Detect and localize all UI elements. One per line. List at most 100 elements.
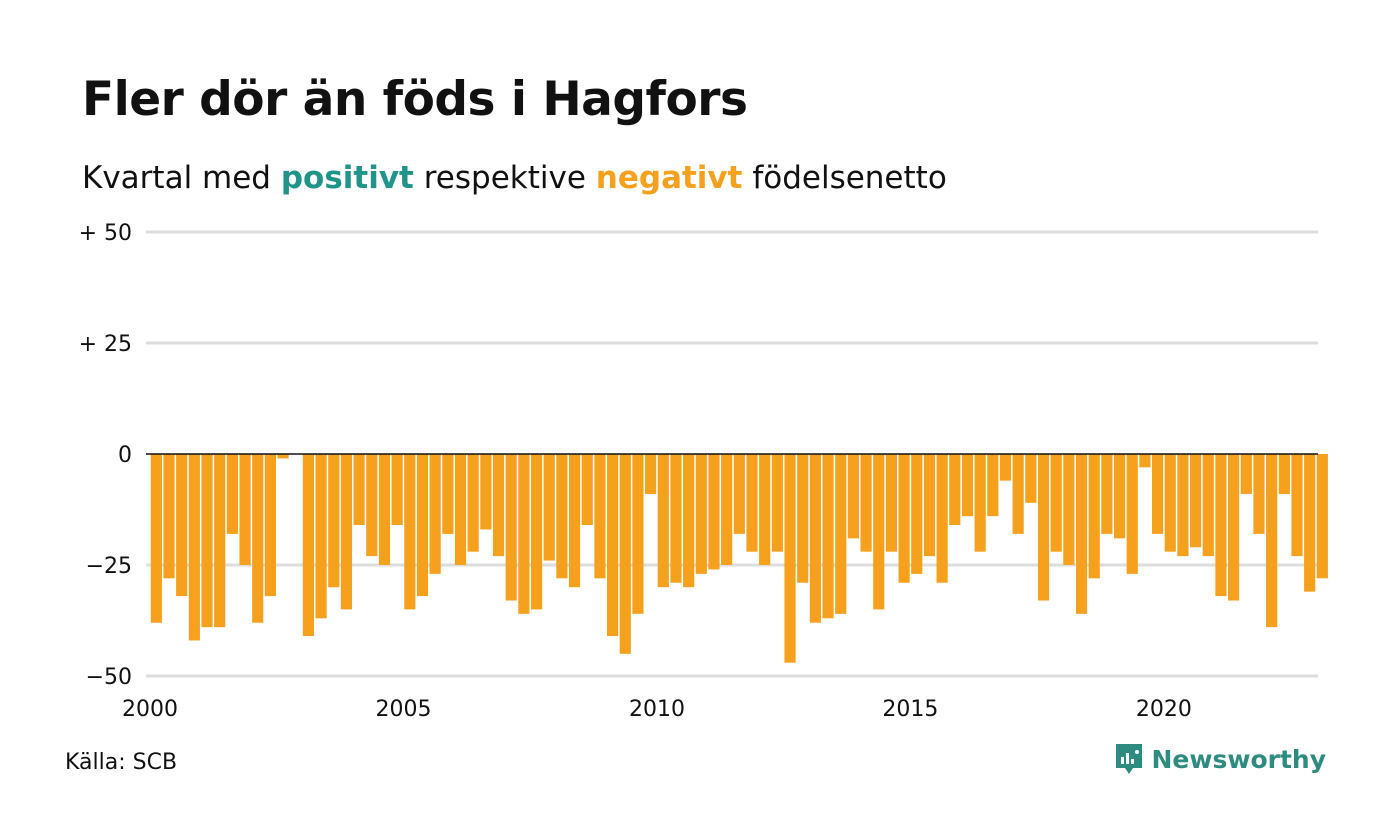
data-bar bbox=[404, 454, 416, 610]
data-bar bbox=[252, 454, 264, 623]
data-bar bbox=[923, 454, 936, 557]
data-bar bbox=[467, 454, 479, 552]
data-bar bbox=[733, 454, 745, 534]
data-bar bbox=[645, 454, 657, 494]
data-bar bbox=[1025, 454, 1037, 503]
data-bar bbox=[999, 454, 1012, 481]
newsworthy-logo-icon bbox=[1115, 744, 1142, 774]
x-tick-label: 2020 bbox=[1136, 697, 1192, 722]
data-bar bbox=[1177, 454, 1189, 557]
data-bar bbox=[619, 454, 631, 654]
bar-chart: + 50 + 25 0 −25 −50 2000 2005 2010 2015 2020 bbox=[79, 221, 1328, 722]
axes: + 50 + 25 0 −25 −50 2000 2005 2010 2015 2020 bbox=[79, 221, 1318, 722]
data-bar bbox=[771, 454, 783, 552]
data-bar bbox=[759, 454, 771, 565]
data-bar bbox=[543, 454, 555, 561]
data-bar bbox=[201, 454, 213, 628]
data-bar bbox=[809, 454, 821, 623]
data-bar bbox=[860, 454, 872, 552]
data-bar bbox=[416, 454, 429, 597]
data-bar bbox=[632, 454, 644, 614]
data-bar bbox=[340, 454, 353, 610]
data-bar bbox=[480, 454, 492, 530]
data-bar bbox=[264, 454, 276, 597]
data-bar bbox=[581, 454, 593, 526]
data-bar bbox=[1164, 454, 1176, 552]
data-bar bbox=[1304, 454, 1316, 592]
data-bar bbox=[568, 454, 581, 588]
data-bar bbox=[898, 454, 910, 583]
data-bar bbox=[353, 454, 365, 526]
data-bar bbox=[670, 454, 682, 583]
data-bar bbox=[1240, 454, 1252, 494]
data-bar bbox=[315, 454, 327, 619]
data-bar bbox=[226, 454, 238, 534]
data-bar bbox=[657, 454, 669, 588]
data-bar bbox=[214, 454, 226, 628]
data-bar bbox=[1291, 454, 1303, 557]
data-bar bbox=[847, 454, 859, 539]
data-bar bbox=[378, 454, 391, 565]
data-bar bbox=[518, 454, 530, 614]
data-bar bbox=[1266, 454, 1278, 628]
subtitle-negative-label: negativt bbox=[595, 160, 743, 196]
data-bar bbox=[1126, 454, 1138, 574]
source-note: Källa: SCB bbox=[65, 750, 178, 775]
y-tick-label: −25 bbox=[86, 554, 132, 579]
data-bar bbox=[188, 454, 200, 641]
data-bar bbox=[150, 454, 162, 623]
subtitle-positive-label: positivt bbox=[280, 160, 414, 196]
data-bar bbox=[302, 454, 315, 637]
data-bar bbox=[1139, 454, 1151, 468]
data-bar bbox=[163, 454, 175, 579]
data-bar bbox=[454, 454, 467, 565]
y-tick-label: −50 bbox=[86, 665, 132, 690]
data-bar bbox=[556, 454, 568, 579]
chart-subtitle: Kvartal med positivt respektive negativt… bbox=[82, 160, 947, 196]
data-bar bbox=[961, 454, 974, 517]
data-bar bbox=[1050, 454, 1062, 552]
chart-title: Fler dör än föds i Hagfors bbox=[82, 72, 748, 127]
data-bar bbox=[974, 454, 986, 552]
data-bar bbox=[911, 454, 923, 574]
data-bar bbox=[1202, 454, 1214, 557]
brand-name: Newsworthy bbox=[1151, 744, 1327, 774]
data-bar bbox=[328, 454, 340, 588]
subtitle-prefix: Kvartal med bbox=[82, 160, 281, 196]
data-bar bbox=[1215, 454, 1227, 597]
data-bar bbox=[505, 454, 517, 601]
x-tick-label: 2010 bbox=[629, 697, 685, 722]
y-tick-label: + 25 bbox=[79, 332, 132, 357]
data-bar bbox=[429, 454, 441, 574]
data-bar bbox=[1063, 454, 1075, 565]
x-tick-label: 2000 bbox=[122, 697, 178, 722]
data-bar bbox=[1113, 454, 1126, 539]
data-bar bbox=[176, 454, 188, 597]
x-tick-label: 2005 bbox=[375, 697, 431, 722]
data-bar bbox=[366, 454, 378, 557]
subtitle-middle: respektive bbox=[413, 160, 596, 196]
data-bar bbox=[1190, 454, 1202, 548]
data-bar bbox=[239, 454, 251, 565]
y-tick-label: + 50 bbox=[79, 221, 132, 246]
data-bar bbox=[797, 454, 809, 583]
data-bar bbox=[594, 454, 606, 579]
data-bar bbox=[835, 454, 847, 614]
data-bar bbox=[492, 454, 505, 557]
y-tick-label: 0 bbox=[118, 443, 132, 468]
data-bar bbox=[277, 454, 289, 459]
subtitle-suffix: födelsenetto bbox=[742, 160, 947, 196]
data-bar bbox=[1088, 454, 1100, 579]
data-bar bbox=[1253, 454, 1265, 534]
data-bar bbox=[721, 454, 733, 565]
data-bar bbox=[708, 454, 720, 570]
data-bar bbox=[1037, 454, 1050, 601]
data-bar bbox=[1278, 454, 1290, 494]
x-tick-label: 2015 bbox=[882, 697, 938, 722]
data-bar bbox=[607, 454, 619, 637]
data-bar bbox=[695, 454, 707, 574]
data-bar bbox=[885, 454, 898, 552]
data-bar bbox=[1316, 454, 1328, 579]
data-bar bbox=[1075, 454, 1088, 614]
data-bar bbox=[949, 454, 961, 526]
